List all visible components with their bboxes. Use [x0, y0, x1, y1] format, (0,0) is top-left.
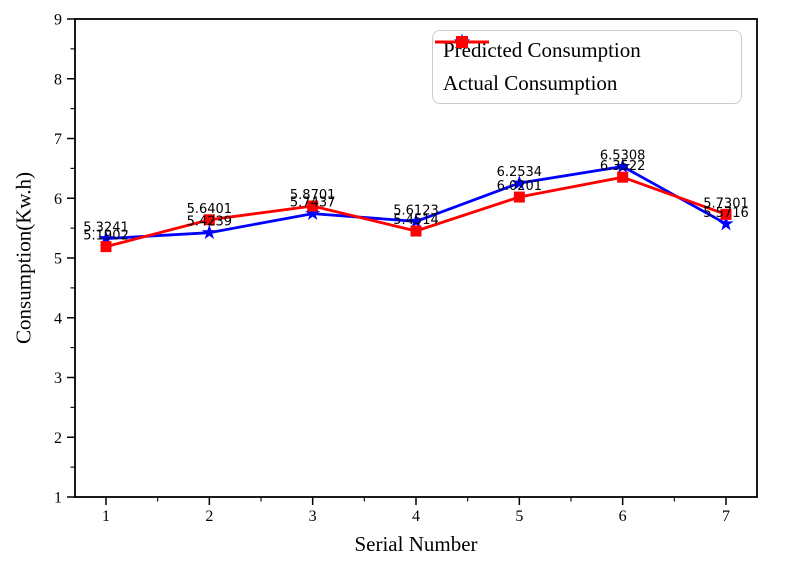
predicted-consumption-marker — [615, 158, 631, 174]
point-value-label: 5.5716 — [703, 206, 749, 221]
y-tick-label: 2 — [54, 430, 62, 447]
predicted-consumption-marker — [305, 205, 321, 221]
point-value-label: 5.4239 — [187, 215, 233, 230]
y-tick-label: 1 — [54, 490, 62, 507]
actual-line-square-icon — [435, 36, 489, 48]
point-value-label: 5.8701 — [290, 188, 336, 203]
actual-consumption-marker — [203, 214, 215, 226]
point-value-label: 6.3522 — [600, 159, 646, 174]
y-tick-label: 6 — [54, 191, 62, 208]
y-tick-label: 4 — [54, 310, 62, 327]
x-tick-label: 3 — [309, 508, 317, 525]
actual-consumption-marker — [410, 225, 422, 237]
predicted-consumption-marker — [201, 224, 217, 240]
point-value-label: 5.7437 — [290, 196, 336, 211]
y-tick-label: 3 — [54, 370, 62, 387]
point-value-label: 5.6401 — [187, 202, 233, 217]
x-tick-label: 7 — [722, 508, 730, 525]
point-value-label: 5.1902 — [83, 229, 129, 244]
point-value-label: 5.4514 — [393, 213, 439, 228]
actual-consumption-marker — [617, 171, 629, 183]
legend-label-actual: Actual Consumption — [443, 71, 618, 95]
point-value-label: 5.6123 — [393, 203, 439, 218]
predicted-consumption-marker — [718, 215, 734, 231]
y-tick-label: 7 — [54, 131, 62, 148]
legend-item-actual: Actual Consumption — [435, 36, 741, 99]
predicted-consumption-marker — [511, 175, 527, 190]
x-tick-label: 2 — [205, 508, 213, 525]
x-tick-label: 1 — [102, 508, 110, 525]
predicted-consumption-marker — [98, 230, 114, 246]
y-tick-label: 5 — [54, 251, 62, 268]
actual-consumption-marker — [720, 208, 732, 220]
actual-consumption-marker — [100, 241, 112, 253]
point-value-label: 6.2534 — [497, 165, 543, 180]
actual-consumption-marker — [513, 191, 525, 203]
y-tick-label: 8 — [54, 71, 62, 88]
actual-consumption-marker — [307, 200, 319, 212]
x-tick-label: 4 — [412, 508, 420, 525]
y-tick-label: 9 — [54, 12, 62, 29]
point-value-label: 5.3241 — [83, 221, 129, 236]
point-value-label: 6.5308 — [600, 149, 646, 164]
y-axis-title: Consumption(Kw.h) — [11, 172, 36, 344]
x-tick-label: 6 — [619, 508, 627, 525]
point-value-label: 6.0201 — [497, 179, 543, 194]
x-axis-title: Serial Number — [354, 532, 478, 556]
point-value-label: 5.7301 — [703, 196, 749, 211]
predicted-consumption-marker — [408, 213, 424, 228]
legend: Predicted Consumption Actual Consumption — [432, 30, 742, 104]
x-tick-label: 5 — [515, 508, 523, 525]
